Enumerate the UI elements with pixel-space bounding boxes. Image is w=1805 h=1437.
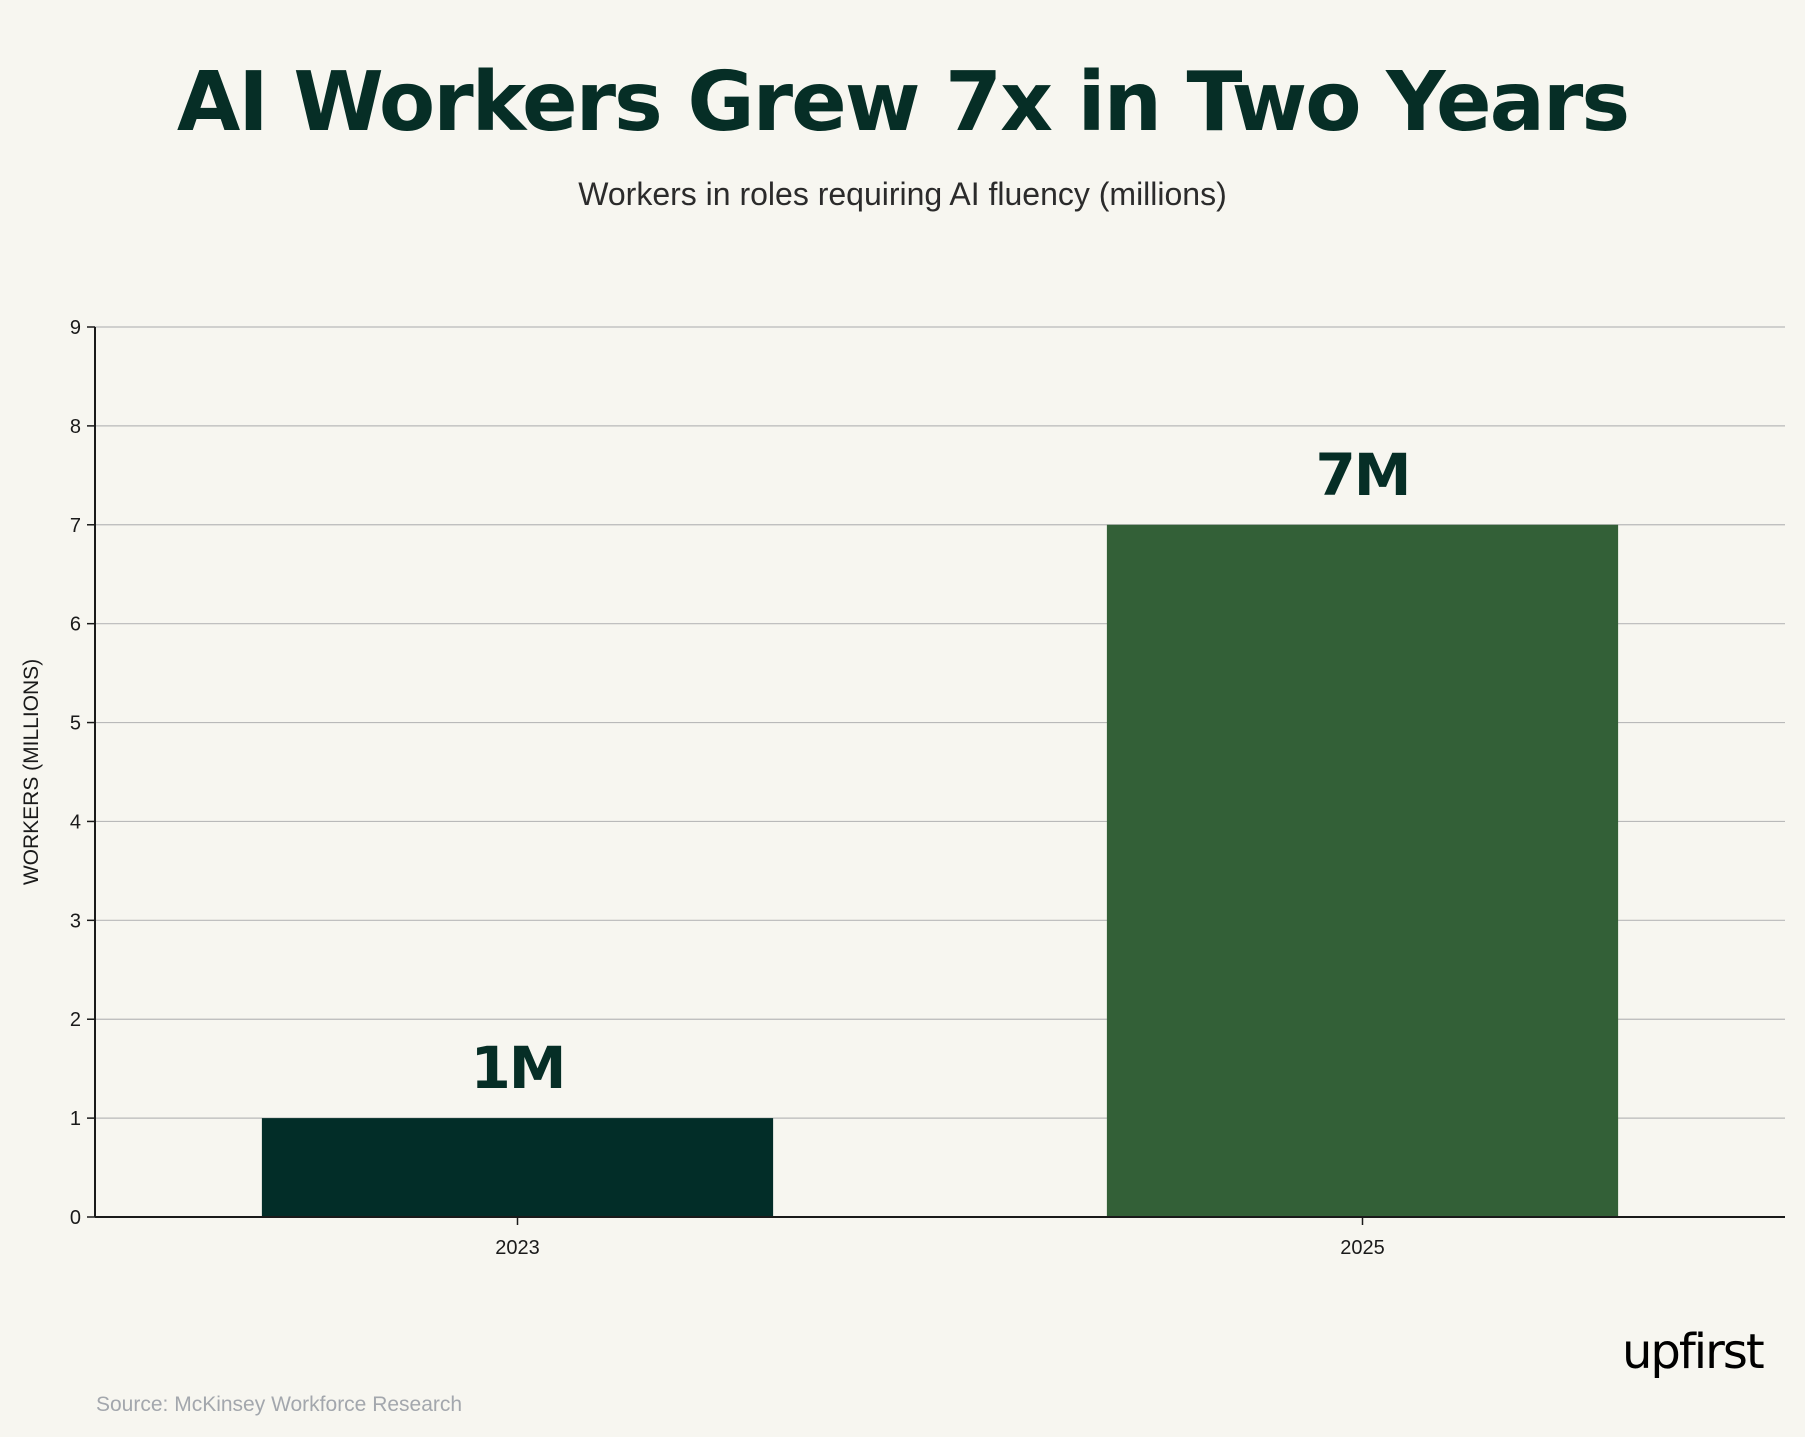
y-tick-label: 6 <box>70 614 81 636</box>
source-note: Source: McKinsey Workforce Research <box>96 1393 463 1416</box>
logo-text: upfirst <box>1622 1324 1764 1380</box>
bars <box>261 524 1619 1217</box>
data-label-2025: 7M <box>1315 441 1409 509</box>
x-tick-label: 2023 <box>495 1237 540 1259</box>
data-labels: 1M 7M <box>470 441 1411 1102</box>
y-tick-label: 2 <box>70 1009 81 1031</box>
bar-2025 <box>1106 524 1619 1217</box>
y-tick-label: 7 <box>70 515 81 537</box>
data-label-2023: 1M <box>470 1034 564 1102</box>
y-tick-label: 0 <box>70 1207 81 1229</box>
x-tick-label: 2025 <box>1340 1237 1385 1259</box>
y-axis-label: WORKERS (MILLIONS) <box>20 659 43 885</box>
axes: 0 1 2 3 4 5 6 7 8 9 2023 2025 <box>70 317 1785 1259</box>
y-tick-label: 4 <box>70 811 81 833</box>
y-tick-label: 3 <box>70 910 81 932</box>
chart-subtitle: Workers in roles requiring AI fluency (m… <box>578 176 1227 212</box>
y-tick-label: 8 <box>70 416 81 438</box>
y-tick-label: 1 <box>70 1108 81 1130</box>
chart-title: AI Workers Grew 7x in Two Years <box>176 55 1630 150</box>
y-tick-label: 5 <box>70 713 81 735</box>
bar-2023 <box>261 1118 774 1217</box>
y-tick-label: 9 <box>70 317 81 339</box>
upfirst-logo: upfirst <box>1622 1324 1766 1380</box>
